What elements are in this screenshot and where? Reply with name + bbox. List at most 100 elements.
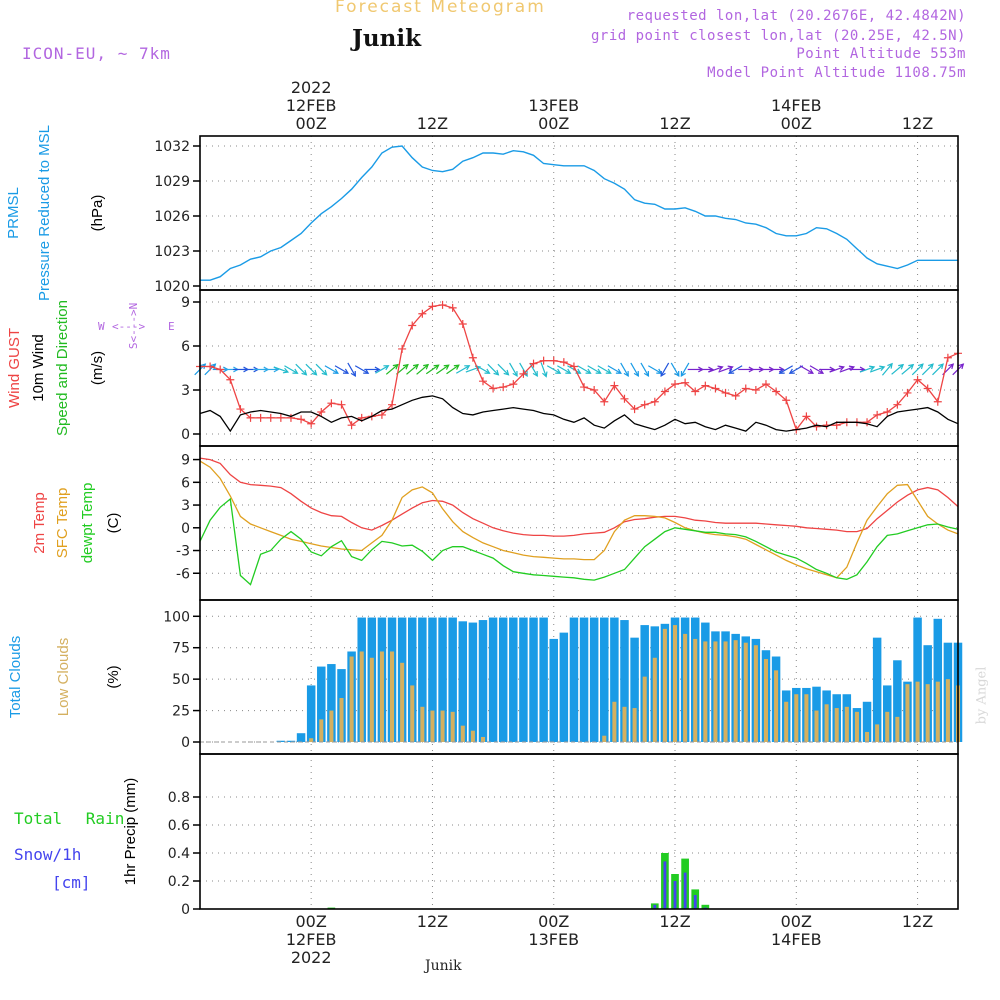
wind-gust-marker (519, 369, 528, 378)
wind-direction-arrow (881, 363, 893, 376)
y-tick-label: 6 (181, 475, 190, 491)
wind-direction-arrow (648, 365, 662, 374)
time-axis-bottom-label: 12FEB (286, 930, 337, 949)
time-axis-top-label: 00Z (781, 114, 812, 133)
total-clouds-bar (620, 620, 629, 742)
wind-gust-marker (721, 388, 730, 397)
wind-gust-marker (489, 384, 498, 393)
wind-arrow-head (917, 363, 924, 370)
wind-direction-arrow (809, 365, 824, 374)
wind-direction-arrow (670, 362, 680, 377)
total-clouds-bar (589, 617, 599, 742)
wind-arrow-head (928, 363, 934, 370)
total-clouds-bar (509, 617, 518, 742)
wind-gust-marker (569, 362, 578, 371)
wind-direction-arrow (557, 365, 571, 374)
wind-gust-marker (337, 400, 346, 409)
low-clouds-bar (733, 640, 738, 742)
y-axis-title: Wind GUST (6, 328, 23, 408)
wind-direction-arrow (901, 364, 914, 375)
compass-east: E (168, 320, 175, 333)
wind-direction-arrow (921, 363, 934, 376)
time-axis-top-label: 2022 (291, 78, 332, 97)
wind-arrow-head (484, 368, 491, 374)
low-clouds-bar (774, 670, 779, 742)
low-clouds-bar (875, 724, 880, 742)
requested-coordinates: requested lon,lat (20.2676E, 42.4842N) (626, 8, 966, 24)
wind-gust-marker (276, 413, 285, 422)
wind-gust-marker (640, 400, 649, 409)
wind-arrow-head (332, 368, 339, 374)
wind-gust-line (200, 304, 959, 431)
wind-arrow-head (412, 363, 419, 370)
wind-gust-marker (246, 413, 255, 422)
wind-direction-arrow (509, 362, 518, 377)
total-clouds-bar (549, 638, 558, 742)
wind-direction-arrow (315, 363, 328, 376)
total-clouds-bar (539, 617, 548, 742)
total-clouds-bar (579, 617, 589, 742)
y-axis-title: 1hr Precip (mm) (122, 778, 139, 886)
low-clouds-bar (693, 638, 698, 742)
wind-gust-marker (388, 400, 397, 409)
wind-arrow-head (869, 365, 876, 372)
low-clouds-bar (359, 651, 364, 742)
wind-arrow-head (493, 369, 500, 376)
wind-arrow-head (374, 366, 381, 373)
low-clouds-bar (743, 642, 748, 742)
wind-arrow-head (643, 370, 650, 378)
total-clouds-bar (610, 617, 619, 742)
y-tick-label: 3 (181, 383, 190, 399)
wind-gust-marker (428, 302, 437, 311)
wind-arrow-head (311, 369, 318, 376)
y-tick-label: 0.4 (168, 846, 190, 862)
wind-direction-arrow (869, 366, 885, 373)
y-axis-title: 2m Temp (31, 492, 48, 553)
total-clouds-bar (488, 617, 498, 742)
total-clouds-bar (862, 701, 872, 742)
total-clouds-bar (933, 618, 943, 742)
low-clouds-bar (470, 730, 475, 742)
time-axis-top-label: 12Z (417, 114, 448, 133)
y-axis-title: 10m Wind (30, 334, 47, 402)
time-axis-bottom-label: 00Z (296, 912, 327, 931)
wind-arrow-head (350, 370, 356, 378)
low-clouds-bar (723, 641, 728, 742)
y-axis-title: SFC Temp (54, 488, 71, 559)
total-clouds-bar (428, 617, 437, 742)
wind-direction-arrow (476, 365, 490, 374)
wind-direction-arrow (425, 364, 439, 375)
time-axis-top-label: 12Z (902, 114, 933, 133)
wind-gust-marker (701, 381, 710, 390)
wind-arrow-head (623, 370, 629, 378)
low-clouds-bar (713, 641, 718, 742)
y-axis-title: (hPa) (89, 195, 106, 232)
precip-legend-label: Snow/1h (14, 845, 81, 864)
wind-gust-marker (751, 386, 760, 394)
low-clouds-bar (905, 684, 910, 742)
total-clouds-bar (418, 617, 427, 742)
wind-gust-marker (347, 421, 356, 430)
low-clouds-bar (865, 731, 870, 742)
sfc-temp-line (199, 460, 959, 579)
wind-arrow-head (908, 363, 915, 370)
wind-arrow-head (383, 365, 390, 371)
wind-gust-marker (650, 397, 659, 406)
low-clouds-bar (794, 694, 799, 742)
wind-direction-arrow (385, 364, 399, 375)
total-rain-bar (701, 904, 710, 909)
wind-gust-marker (509, 380, 518, 389)
total-clouds-bar (306, 685, 316, 742)
low-clouds-bar (895, 716, 900, 742)
meteogram-title: Forecast Meteogram (335, 0, 546, 17)
y-tick-label: 0.8 (168, 790, 190, 806)
low-clouds-bar (854, 711, 859, 742)
wind-gust-marker (458, 320, 467, 328)
total-clouds-bar (569, 617, 579, 742)
wind-direction-arrow (305, 363, 317, 376)
low-clouds-bar (339, 698, 344, 742)
wind-arrow-head (898, 363, 905, 370)
low-clouds-bar (602, 735, 607, 742)
wind-direction-arrow (295, 363, 307, 376)
